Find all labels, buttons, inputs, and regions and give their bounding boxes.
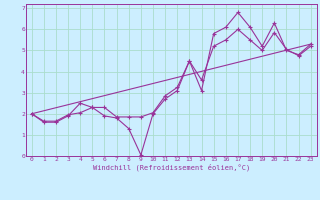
X-axis label: Windchill (Refroidissement éolien,°C): Windchill (Refroidissement éolien,°C)	[92, 163, 250, 171]
